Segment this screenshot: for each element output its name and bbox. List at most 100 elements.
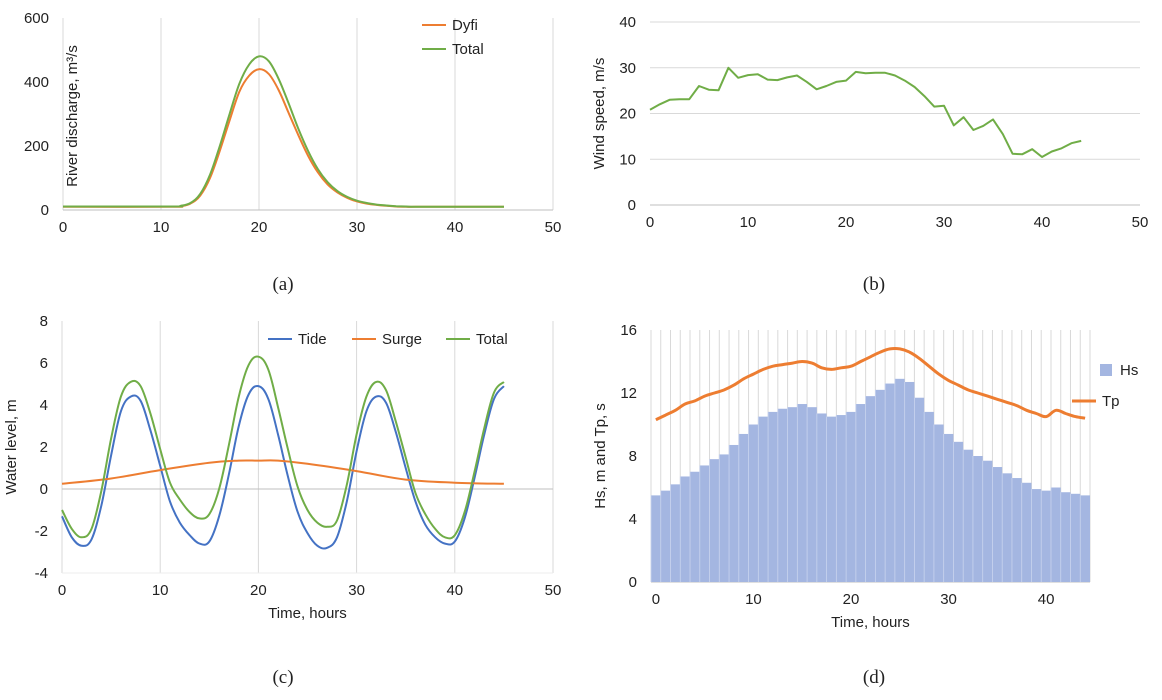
bar-hs <box>787 407 798 582</box>
y-tick-label: 0 <box>628 197 636 214</box>
x-tick-label: 20 <box>838 214 855 231</box>
x-tick-label: 40 <box>1034 214 1051 231</box>
y-tick-label: 40 <box>619 14 636 31</box>
caption-c: (c) <box>272 667 293 688</box>
x-tick-label: 50 <box>545 219 562 236</box>
x-tick-label: 0 <box>646 214 654 231</box>
bar-hs <box>1021 482 1032 582</box>
legend-label-dyfi: Dyfi <box>452 17 478 34</box>
bar-hs <box>846 411 856 582</box>
bar-hs <box>933 424 944 582</box>
y-axis-label: Wind speed, m/s <box>591 58 608 170</box>
legend-label-tide: Tide <box>298 331 327 348</box>
y-tick-label: 4 <box>40 397 48 414</box>
bar-hs <box>816 413 827 582</box>
bar-hs <box>807 407 817 582</box>
chart-c: 0 10 20 30 40 50 -4 -2 0 2 4 6 8 Water level, m Time, … <box>3 313 561 688</box>
chart-b: 0 10 20 30 40 50 0 10 20 30 40 Wind speed, m/s (b) <box>591 14 1148 295</box>
y-tick-label: -4 <box>35 565 48 582</box>
y-tick-label: 12 <box>620 385 637 402</box>
bar-hs <box>992 467 1003 582</box>
bar-hs <box>777 408 788 582</box>
y-tick-label: 200 <box>24 138 49 155</box>
legend-label-surge: Surge <box>382 331 422 348</box>
legend-label-total: Total <box>476 331 508 348</box>
bar-hs <box>982 460 993 582</box>
x-tick-label: 40 <box>1038 591 1055 608</box>
bar-hs <box>797 404 808 582</box>
y-tick-label: 400 <box>24 74 49 91</box>
x-tick-label: 0 <box>58 582 66 599</box>
series-line-surge <box>61 459 504 485</box>
bar-hs <box>738 433 749 582</box>
series-line-tide <box>61 384 505 550</box>
bar-hs <box>894 378 905 582</box>
y-tick-label: 30 <box>619 60 636 77</box>
series-line-wind-speed <box>649 66 1082 158</box>
bar-hs <box>1080 495 1090 582</box>
caption-a: (a) <box>272 274 293 295</box>
bar-hs <box>1002 473 1012 582</box>
bar-hs <box>875 389 886 582</box>
x-tick-label: 0 <box>652 591 660 608</box>
legend: Dyfi Total <box>422 17 484 58</box>
bar-hs <box>972 456 983 582</box>
y-tick-label: 6 <box>40 355 48 372</box>
bar-hs <box>1031 489 1042 582</box>
x-tick-label: 10 <box>152 582 169 599</box>
legend-label-tp: Tp <box>1102 393 1120 410</box>
bar-hs <box>855 404 866 582</box>
x-tick-label: 30 <box>348 582 365 599</box>
bar-hs <box>1060 492 1071 582</box>
x-tick-label: 30 <box>940 591 957 608</box>
bar-hs <box>670 484 681 582</box>
y-axis-label: Water level, m <box>3 399 20 494</box>
bar-hs <box>1050 487 1061 582</box>
y-tick-label: 2 <box>40 439 48 456</box>
bar-hs <box>826 416 837 582</box>
y-tick-label: 4 <box>629 511 637 528</box>
bar-hs <box>709 459 720 582</box>
x-tick-label: 20 <box>250 582 267 599</box>
bar-hs <box>1011 478 1022 582</box>
y-tick-label: 8 <box>40 313 48 330</box>
bar-hs <box>963 449 973 582</box>
bar-hs <box>768 411 778 582</box>
bar-hs <box>953 441 964 582</box>
y-tick-label: 0 <box>629 574 637 591</box>
x-axis-label: Time, hours <box>268 605 347 622</box>
legend-swatch-hs <box>1100 364 1112 376</box>
x-tick-label: 30 <box>936 214 953 231</box>
y-tick-label: 0 <box>40 481 48 498</box>
bar-hs <box>651 495 661 582</box>
y-tick-label: -2 <box>35 523 48 540</box>
y-tick-label: 16 <box>620 322 637 339</box>
x-tick-label: 20 <box>251 219 268 236</box>
x-tick-label: 40 <box>446 582 463 599</box>
bar-hs <box>885 383 895 582</box>
y-axis-label: Hs, m and Tp, s <box>592 403 609 509</box>
x-tick-label: 10 <box>745 591 762 608</box>
x-tick-label: 40 <box>447 219 464 236</box>
bar-hs <box>660 490 671 582</box>
bar-hs <box>719 454 730 582</box>
y-tick-label: 0 <box>41 202 49 219</box>
bar-hs <box>865 396 876 582</box>
bar-hs <box>729 444 739 582</box>
bar-hs <box>1070 493 1081 582</box>
caption-b: (b) <box>863 274 885 295</box>
bar-hs <box>836 415 847 582</box>
series-line-tp <box>655 346 1086 422</box>
caption-d: (d) <box>863 667 885 688</box>
x-tick-label: 20 <box>843 591 860 608</box>
x-tick-label: 50 <box>1132 214 1149 231</box>
bar-hs <box>1041 490 1051 582</box>
legend-label-hs: Hs <box>1120 362 1138 379</box>
bar-hs <box>943 433 954 582</box>
x-axis-label: Time, hours <box>831 614 910 631</box>
bar-hs <box>924 411 934 582</box>
chart-d: 0 10 20 30 40 0 4 8 12 16 Hs, m and Tp, s Time, hou… <box>592 322 1138 688</box>
series-line-total <box>61 355 505 540</box>
bar-hs <box>758 416 769 582</box>
